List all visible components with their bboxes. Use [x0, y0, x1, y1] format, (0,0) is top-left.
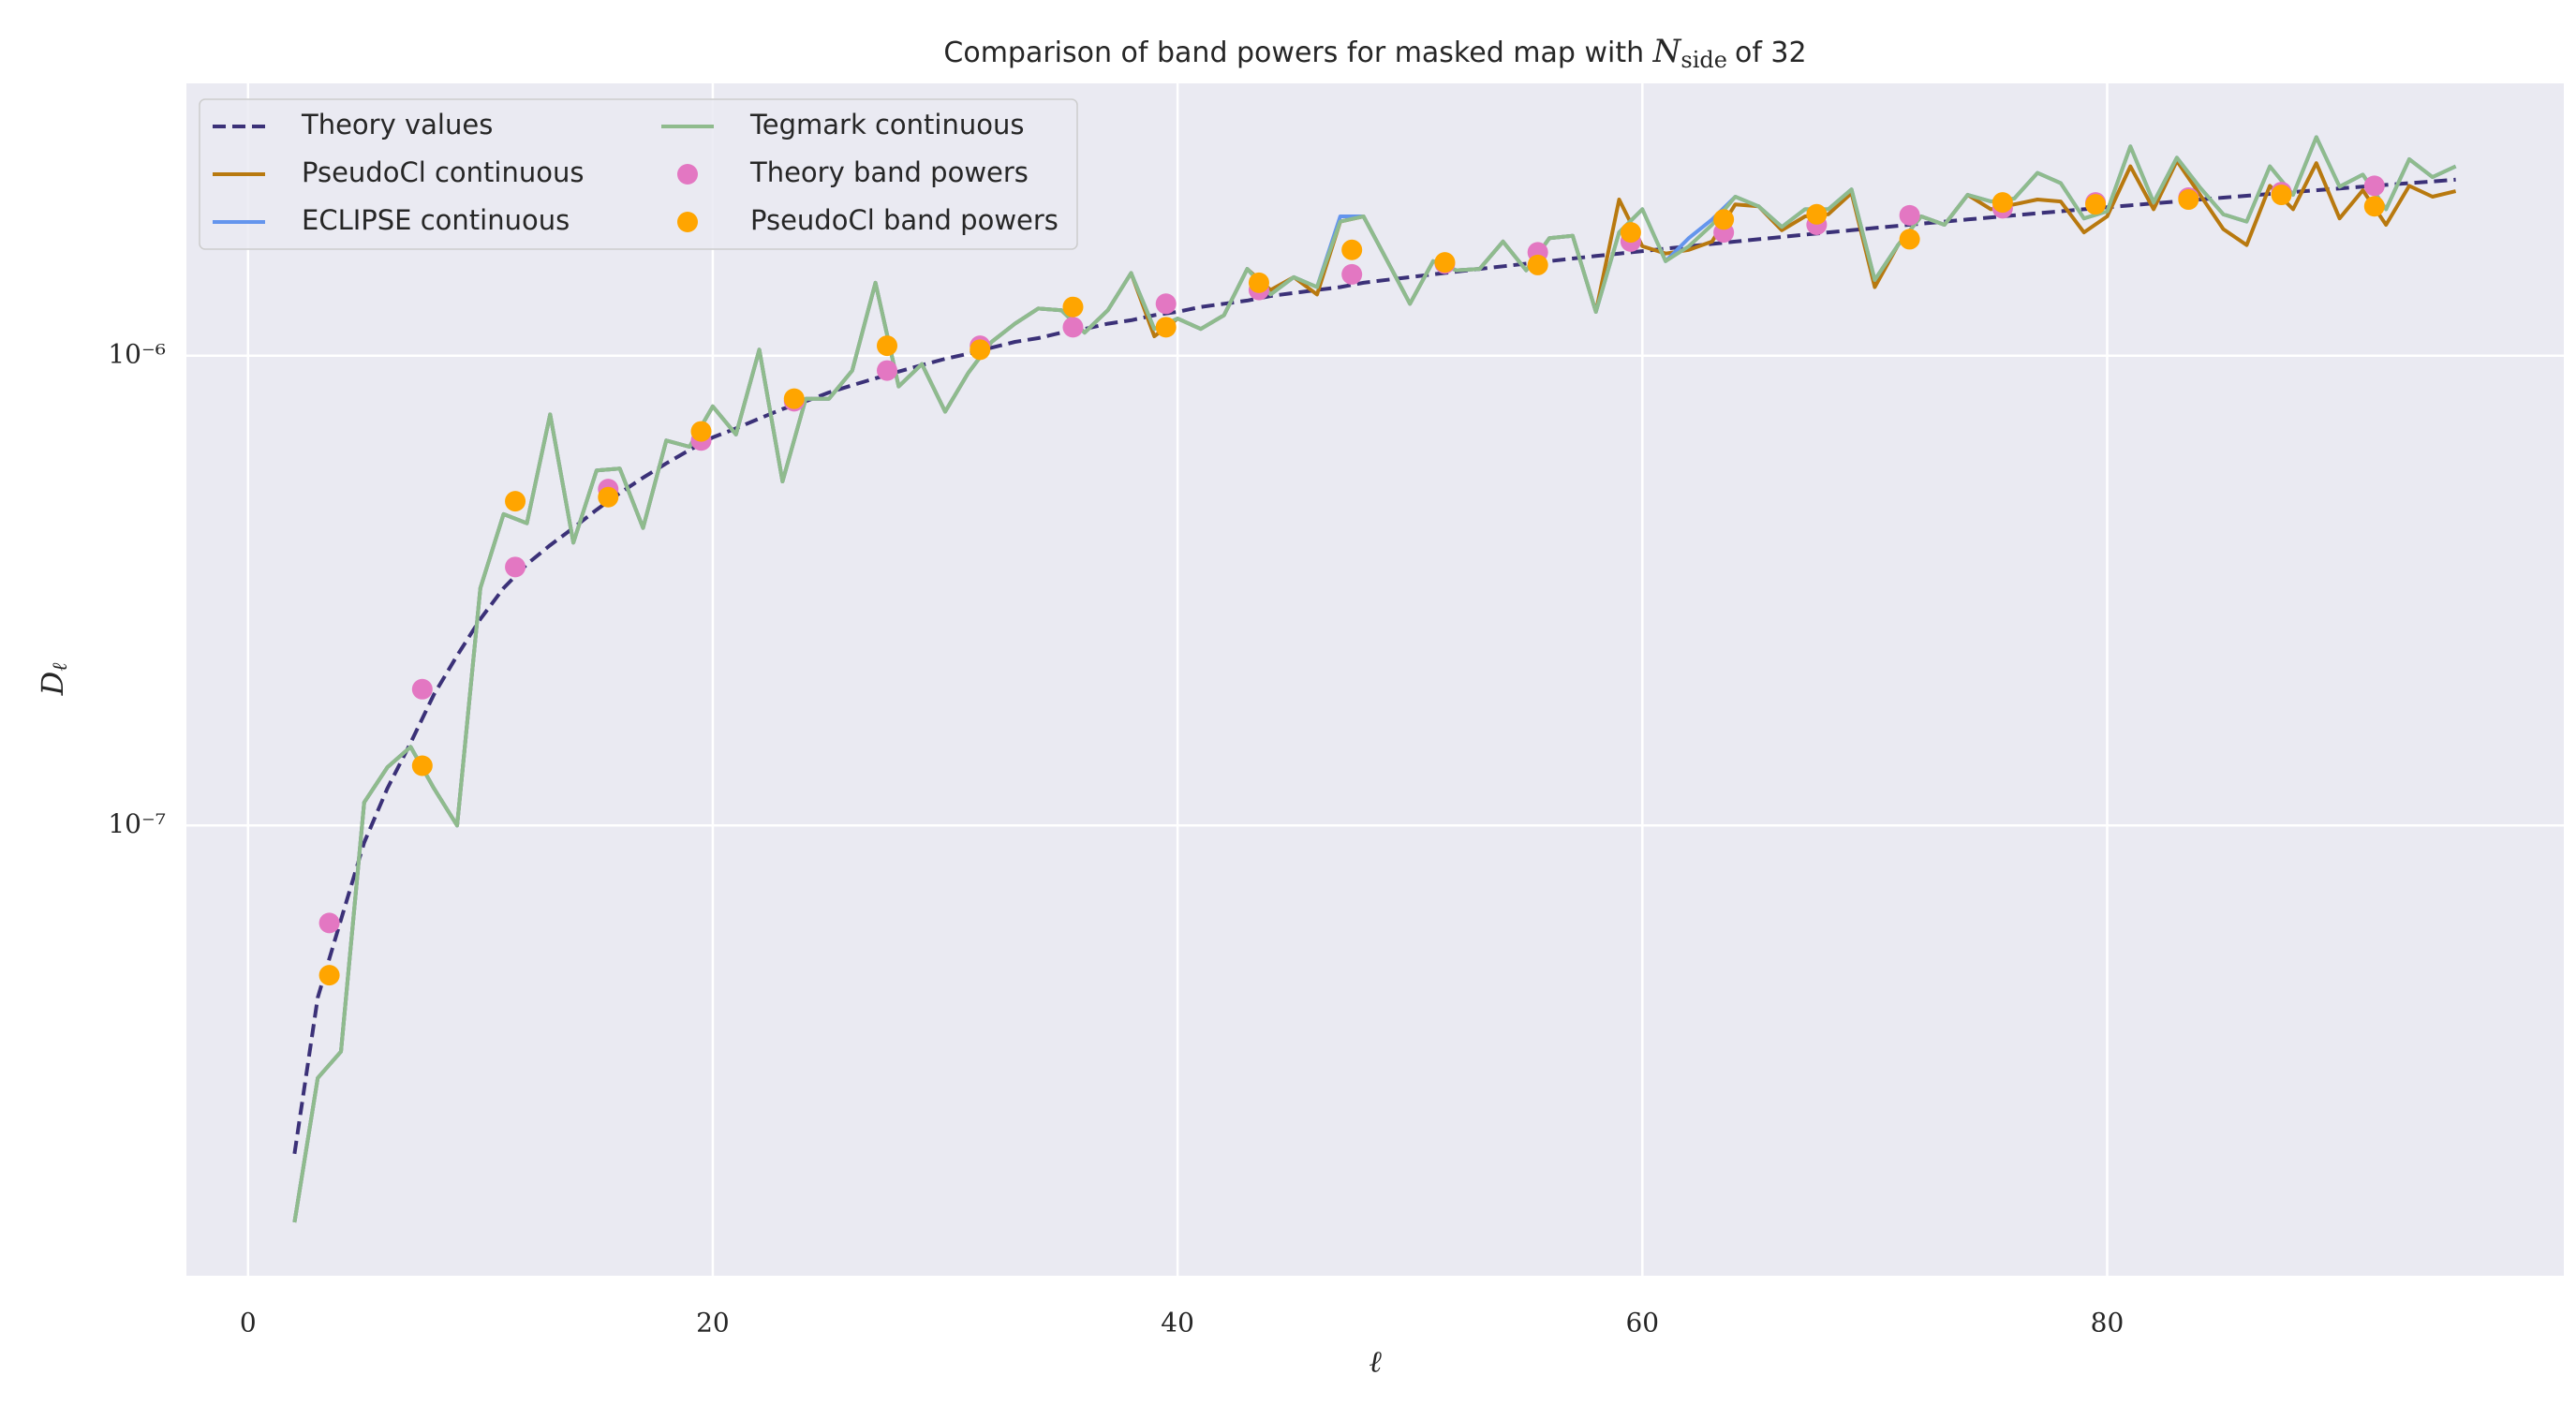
title-suffix: of 32	[1735, 37, 1807, 69]
band-power-point	[411, 755, 433, 776]
legend-label: Tegmark continuous	[749, 109, 1024, 140]
grid	[186, 83, 2564, 1276]
y-label-symbol: D	[35, 672, 70, 697]
band-power-point	[2363, 196, 2385, 217]
band-power-point	[1248, 272, 1269, 293]
legend-label: Theory band powers	[749, 156, 1029, 188]
x-tick-label: 0	[240, 1308, 257, 1338]
band-power-point	[1062, 317, 1084, 338]
legend-handle	[677, 212, 698, 232]
plot-background	[186, 83, 2564, 1276]
band-power-point	[1341, 239, 1363, 260]
band-power-point	[1806, 203, 1828, 225]
legend: Theory values PseudoCl continuous ECLIPSE …	[199, 98, 1078, 250]
x-axis-label: ℓ	[1369, 1344, 1382, 1380]
y-tick-label: 10⁻⁷	[108, 808, 166, 839]
chart-title: Comparison of band powers for masked map…	[943, 33, 1806, 73]
band-power-point	[318, 912, 340, 934]
band-power-point	[690, 421, 712, 442]
band-power-point	[1155, 293, 1177, 315]
legend-label: Theory values	[301, 109, 493, 140]
band-power-point	[1713, 209, 1735, 230]
x-tick-label: 60	[1625, 1308, 1659, 1338]
band-power-point	[1991, 192, 2013, 214]
band-power-point	[1620, 222, 1641, 244]
band-power-point	[505, 556, 526, 578]
title-subscript: side	[1680, 47, 1727, 73]
band-power-point	[1899, 204, 1920, 226]
band-power-point	[598, 486, 619, 508]
legend-box	[199, 98, 1078, 250]
title-symbol: N	[1652, 33, 1682, 70]
band-power-point	[2271, 185, 2292, 206]
band-power-point	[877, 335, 898, 357]
series-line	[292, 135, 2457, 1223]
band-power-point	[1062, 296, 1084, 318]
band-power-point	[318, 965, 340, 986]
band-power-point	[1899, 229, 1920, 250]
band-power-point	[970, 339, 991, 361]
band-power-point	[411, 678, 433, 700]
legend-label: PseudoCl continuous	[302, 156, 584, 188]
title-text: Comparison of band powers for masked map…	[943, 37, 1644, 69]
band-power-point	[505, 491, 526, 512]
band-power-point	[1434, 252, 1456, 274]
legend-handle	[677, 164, 698, 185]
x-tick-label: 80	[2091, 1308, 2124, 1338]
band-power-point	[1341, 263, 1363, 285]
x-tick-label: 40	[1161, 1308, 1194, 1338]
band-power-point	[2085, 194, 2107, 215]
y-label-subscript: ℓ	[49, 662, 72, 672]
legend-label: ECLIPSE continuous	[302, 204, 570, 236]
band-power-point	[1527, 254, 1548, 275]
band-power-point	[1155, 317, 1177, 338]
y-tick-label: 10⁻⁶	[108, 338, 166, 369]
marks	[292, 135, 2457, 1223]
y-axis-label: Dℓ	[35, 662, 73, 697]
band-power-point	[783, 388, 805, 409]
x-tick-label: 20	[696, 1308, 730, 1338]
legend-label: PseudoCl band powers	[750, 204, 1059, 236]
band-power-point	[2178, 189, 2199, 211]
band-power-point	[2363, 175, 2385, 197]
band-power-point	[877, 360, 898, 381]
